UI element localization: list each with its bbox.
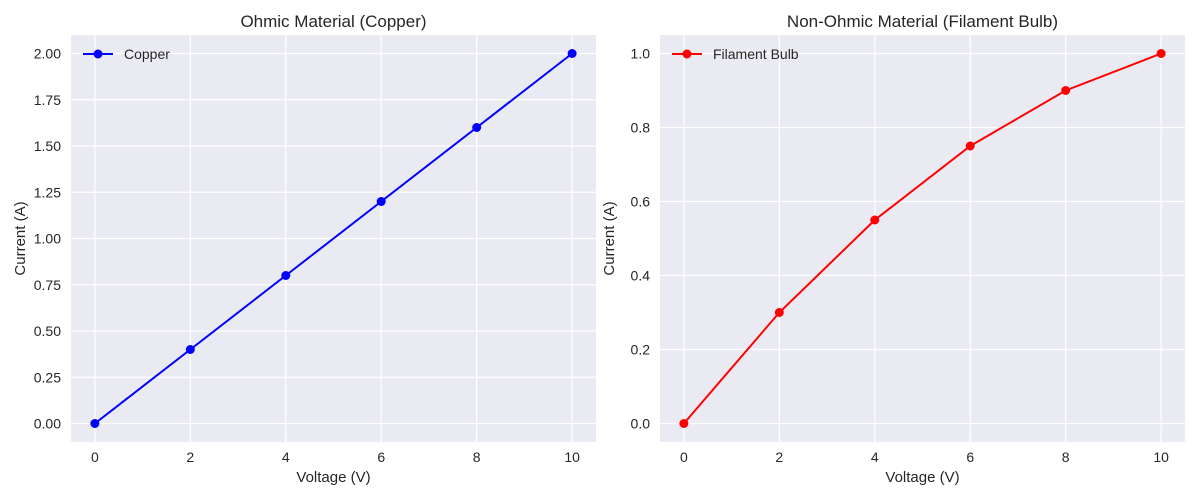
x-tick-label: 2: [186, 449, 194, 465]
x-tick-label: 2: [775, 449, 783, 465]
y-tick-label: 0.75: [34, 277, 61, 293]
y-tick-label: 0.2: [631, 342, 651, 358]
x-tick-label: 8: [473, 449, 481, 465]
legend-marker: [93, 49, 103, 59]
y-tick-label: 1.00: [34, 231, 61, 247]
y-axis-label: Current (A): [601, 201, 618, 275]
data-point: [567, 49, 577, 58]
x-tick-label: 6: [966, 449, 974, 465]
y-tick-label: 2.00: [34, 46, 61, 62]
y-tick-label: 0.4: [631, 268, 651, 284]
y-tick-label: 0.00: [34, 416, 61, 432]
data-point: [281, 271, 291, 280]
y-tick-label: 1.0: [631, 46, 651, 62]
data-point: [870, 215, 880, 225]
legend-marker: [682, 49, 692, 59]
data-point: [1156, 49, 1166, 58]
y-tick-label: 1.25: [34, 184, 61, 200]
y-axis-label: Current (A): [12, 201, 29, 275]
y-tick-label: 1.75: [34, 92, 61, 108]
y-tick-label: 0.6: [631, 194, 651, 210]
x-tick-label: 8: [1062, 449, 1070, 465]
x-tick-label: 4: [871, 449, 879, 465]
x-tick-label: 10: [1153, 449, 1169, 465]
data-point: [965, 141, 975, 151]
legend-label: Filament Bulb: [713, 46, 799, 62]
y-tick-label: 0.50: [34, 323, 61, 339]
x-tick-label: 6: [377, 449, 385, 465]
data-point: [472, 123, 482, 132]
series-line: [94, 52, 573, 425]
data-point: [679, 419, 689, 428]
chart-title: Non-Ohmic Material (Filament Bulb): [787, 12, 1058, 31]
chart-0: 0 2 4 6 8 10 0.00 0.25 0.50 0.75 1.00 1.25 1.50 1.75 2…: [12, 12, 596, 486]
y-tick-label: 0.25: [34, 369, 61, 385]
x-tick-label: 10: [564, 449, 580, 465]
legend-label: Copper: [124, 46, 170, 62]
chart-title: Ohmic Material (Copper): [240, 12, 426, 31]
series-line: [683, 52, 1162, 425]
x-tick-label: 0: [680, 449, 688, 465]
plot-background: [660, 35, 1185, 442]
y-tick-label: 0.0: [631, 416, 651, 432]
data-point: [1061, 86, 1071, 95]
data-point: [774, 308, 784, 317]
data-point: [90, 419, 100, 428]
data-point: [376, 197, 386, 206]
y-tick-label: 0.8: [631, 120, 651, 136]
chart-1: 0 2 4 6 8 10 0.0 0.2 0.4 0.6 0.8 1.0 Non-Ohmic Mater…: [601, 12, 1185, 486]
x-axis-label: Voltage (V): [296, 469, 370, 486]
x-axis-label: Voltage (V): [885, 469, 959, 486]
x-tick-label: 4: [282, 449, 290, 465]
y-tick-label: 1.50: [34, 138, 61, 154]
x-tick-label: 0: [91, 449, 99, 465]
data-point: [185, 345, 195, 354]
